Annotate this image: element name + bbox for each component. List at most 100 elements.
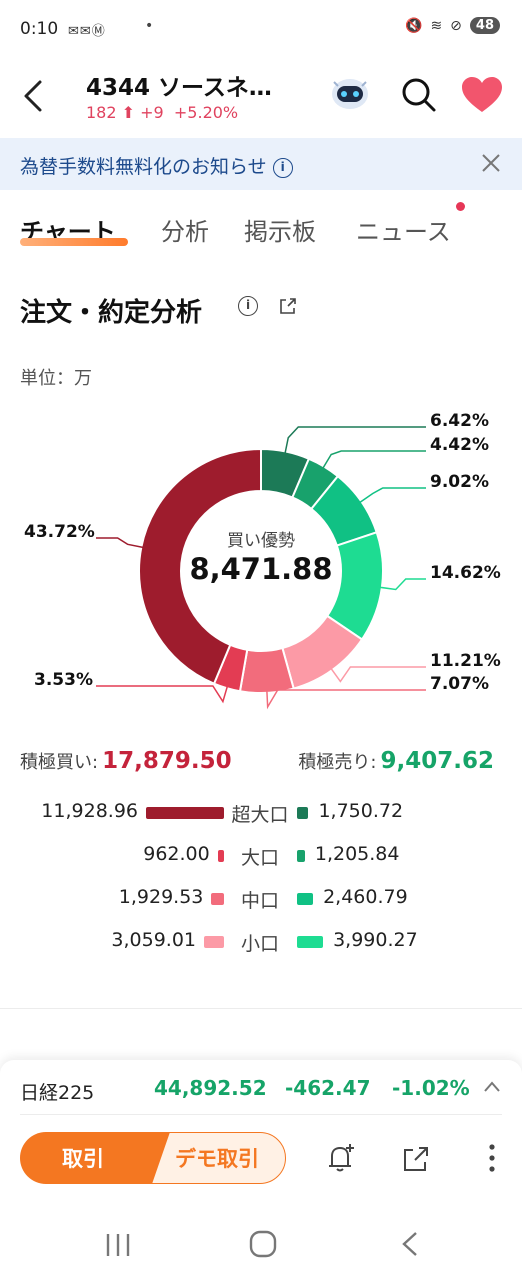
more-icon[interactable]: [482, 1142, 502, 1174]
trade-buttons: デモ取引 取引: [20, 1132, 286, 1184]
slice-label-small-sell: 14.62%: [430, 563, 501, 583]
donut-slice-super-large-buy: [138, 447, 262, 685]
slice-label-super-large-buy: 43.72%: [24, 522, 95, 542]
index-change: -462.47: [285, 1076, 371, 1100]
stock-title: 4344 ソースネ…: [86, 75, 272, 101]
slice-label-medium-buy: 7.07%: [430, 674, 489, 694]
buy-value: 11,928.96: [41, 800, 138, 822]
system-nav-bar: [0, 1210, 522, 1280]
buy-bar: [217, 850, 224, 862]
breakdown-row-super-large: 11,928.96 超大口 1,750.72: [0, 798, 522, 828]
leader-line-small-sell: [375, 578, 426, 591]
breakdown-row-large: 962.00 大口 1,205.84: [0, 841, 522, 871]
close-icon[interactable]: [480, 152, 502, 174]
recents-icon[interactable]: [104, 1232, 132, 1258]
leader-line-medium-buy: [265, 686, 426, 710]
unit-label: 単位：万: [20, 368, 92, 389]
sell-bar: [297, 893, 314, 905]
chart-center-value: 8,471.88: [189, 552, 333, 586]
aggressive-sell-value: 9,407.62: [380, 748, 495, 774]
active-tab-indicator: [20, 238, 128, 246]
bottom-panel: 日経225 44,892.52 -462.47 -1.02% デモ取引 取引: [0, 1060, 522, 1210]
status-bar: 0:10 ✉✉Ⓜ • 🔇 ≋ ⊘ 48: [0, 0, 522, 60]
sell-bar: [297, 807, 309, 819]
tab-bar: チャート 分析 掲示板 ニュース: [0, 190, 522, 260]
stock-price-line: 182 ⬆ +9 +5.20%: [86, 103, 238, 122]
slice-label-small-buy: 11.21%: [430, 651, 501, 671]
leader-line-small-buy: [328, 664, 426, 683]
size-label: 大口: [240, 847, 279, 869]
share-icon[interactable]: [401, 1144, 431, 1174]
wifi-icon: ≋: [430, 17, 443, 34]
sell-bar: [297, 850, 305, 862]
notice-label: 為替手数料無料化のお知らせ: [20, 156, 267, 178]
stock-header: 4344 ソースネ… 182 ⬆ +9 +5.20%: [0, 60, 522, 138]
news-badge-dot: [456, 202, 465, 211]
slice-label-super-large-sell: 6.42%: [430, 411, 489, 431]
aggressive-buy-value: 17,879.50: [102, 748, 232, 774]
buy-value: 962.00: [143, 843, 210, 865]
section-title: 注文・約定分析: [20, 298, 203, 328]
info-icon[interactable]: i: [238, 296, 258, 316]
leader-line-super-large-buy: [96, 537, 148, 549]
buy-bar: [203, 936, 224, 948]
breakdown-row-medium: 1,929.53 中口 2,460.79: [0, 884, 522, 914]
notification-icons: ✉✉Ⓜ: [68, 24, 106, 39]
notice-banner[interactable]: 為替手数料無料化のお知らせ i: [0, 138, 522, 190]
battery-badge: 48: [469, 17, 500, 34]
home-icon[interactable]: [249, 1230, 277, 1258]
stock-change: +9: [140, 103, 164, 122]
sell-bar: [297, 936, 324, 948]
aggressive-sell-label: 積極売り:: [298, 752, 377, 773]
mute-icon: 🔇: [405, 17, 423, 34]
heart-icon[interactable]: [460, 76, 504, 114]
leader-line-medium-sell: [355, 487, 426, 506]
slice-label-large-buy: 3.53%: [34, 670, 93, 690]
robot-icon[interactable]: [328, 72, 372, 112]
chart-center-label: 買い優勢: [227, 531, 295, 551]
up-arrow-icon: ⬆: [116, 103, 141, 122]
sell-value: 1,750.72: [318, 800, 404, 822]
tab-board[interactable]: 掲示板: [244, 218, 316, 246]
status-dot-icon: •: [145, 18, 154, 34]
buy-value: 1,929.53: [118, 886, 204, 908]
order-donut-chart: [96, 426, 426, 710]
back-nav-icon[interactable]: [400, 1230, 420, 1258]
aggressive-buy: 積極買い: 17,879.50: [20, 748, 232, 774]
info-icon[interactable]: i: [272, 158, 293, 178]
leader-line-large-sell: [320, 450, 426, 473]
aggressive-sell: 積極売り: 9,407.62: [298, 748, 494, 774]
trade-button[interactable]: 取引: [20, 1132, 170, 1184]
search-icon[interactable]: [398, 74, 438, 114]
section-divider: [0, 1008, 522, 1009]
stock-change-pct: +5.20%: [173, 103, 239, 122]
leader-line-large-buy: [96, 682, 230, 704]
index-change-pct: -1.02%: [392, 1076, 470, 1100]
sell-value: 2,460.79: [323, 886, 408, 908]
buy-bar: [211, 893, 224, 905]
sell-value: 3,990.27: [333, 929, 418, 951]
notice-text: 為替手数料無料化のお知らせ i: [20, 152, 293, 179]
slice-label-medium-sell: 9.02%: [430, 472, 489, 492]
chevron-up-icon[interactable]: [482, 1078, 502, 1096]
share-icon[interactable]: [278, 296, 298, 316]
bell-plus-icon[interactable]: [326, 1142, 356, 1174]
buy-value: 3,059.01: [111, 929, 196, 951]
aggressive-buy-label: 積極買い:: [20, 752, 99, 773]
stock-price: 182: [86, 103, 117, 122]
index-value: 44,892.52: [154, 1076, 267, 1100]
size-label: 中口: [240, 890, 279, 912]
tab-analysis[interactable]: 分析: [161, 218, 209, 246]
panel-divider: [20, 1114, 502, 1115]
sell-value: 1,205.84: [314, 843, 400, 865]
dnd-icon: ⊘: [450, 17, 462, 34]
size-label: 超大口: [231, 804, 289, 826]
index-name[interactable]: 日経225: [20, 1082, 95, 1104]
slice-label-large-sell: 4.42%: [430, 435, 489, 455]
breakdown-row-small: 3,059.01 小口 3,990.27: [0, 927, 522, 957]
status-right: 🔇 ≋ ⊘ 48: [405, 17, 500, 34]
back-icon[interactable]: [18, 78, 48, 114]
tab-news[interactable]: ニュース: [356, 218, 451, 246]
status-time: 0:10: [20, 19, 59, 39]
leader-line-super-large-sell: [283, 426, 426, 458]
